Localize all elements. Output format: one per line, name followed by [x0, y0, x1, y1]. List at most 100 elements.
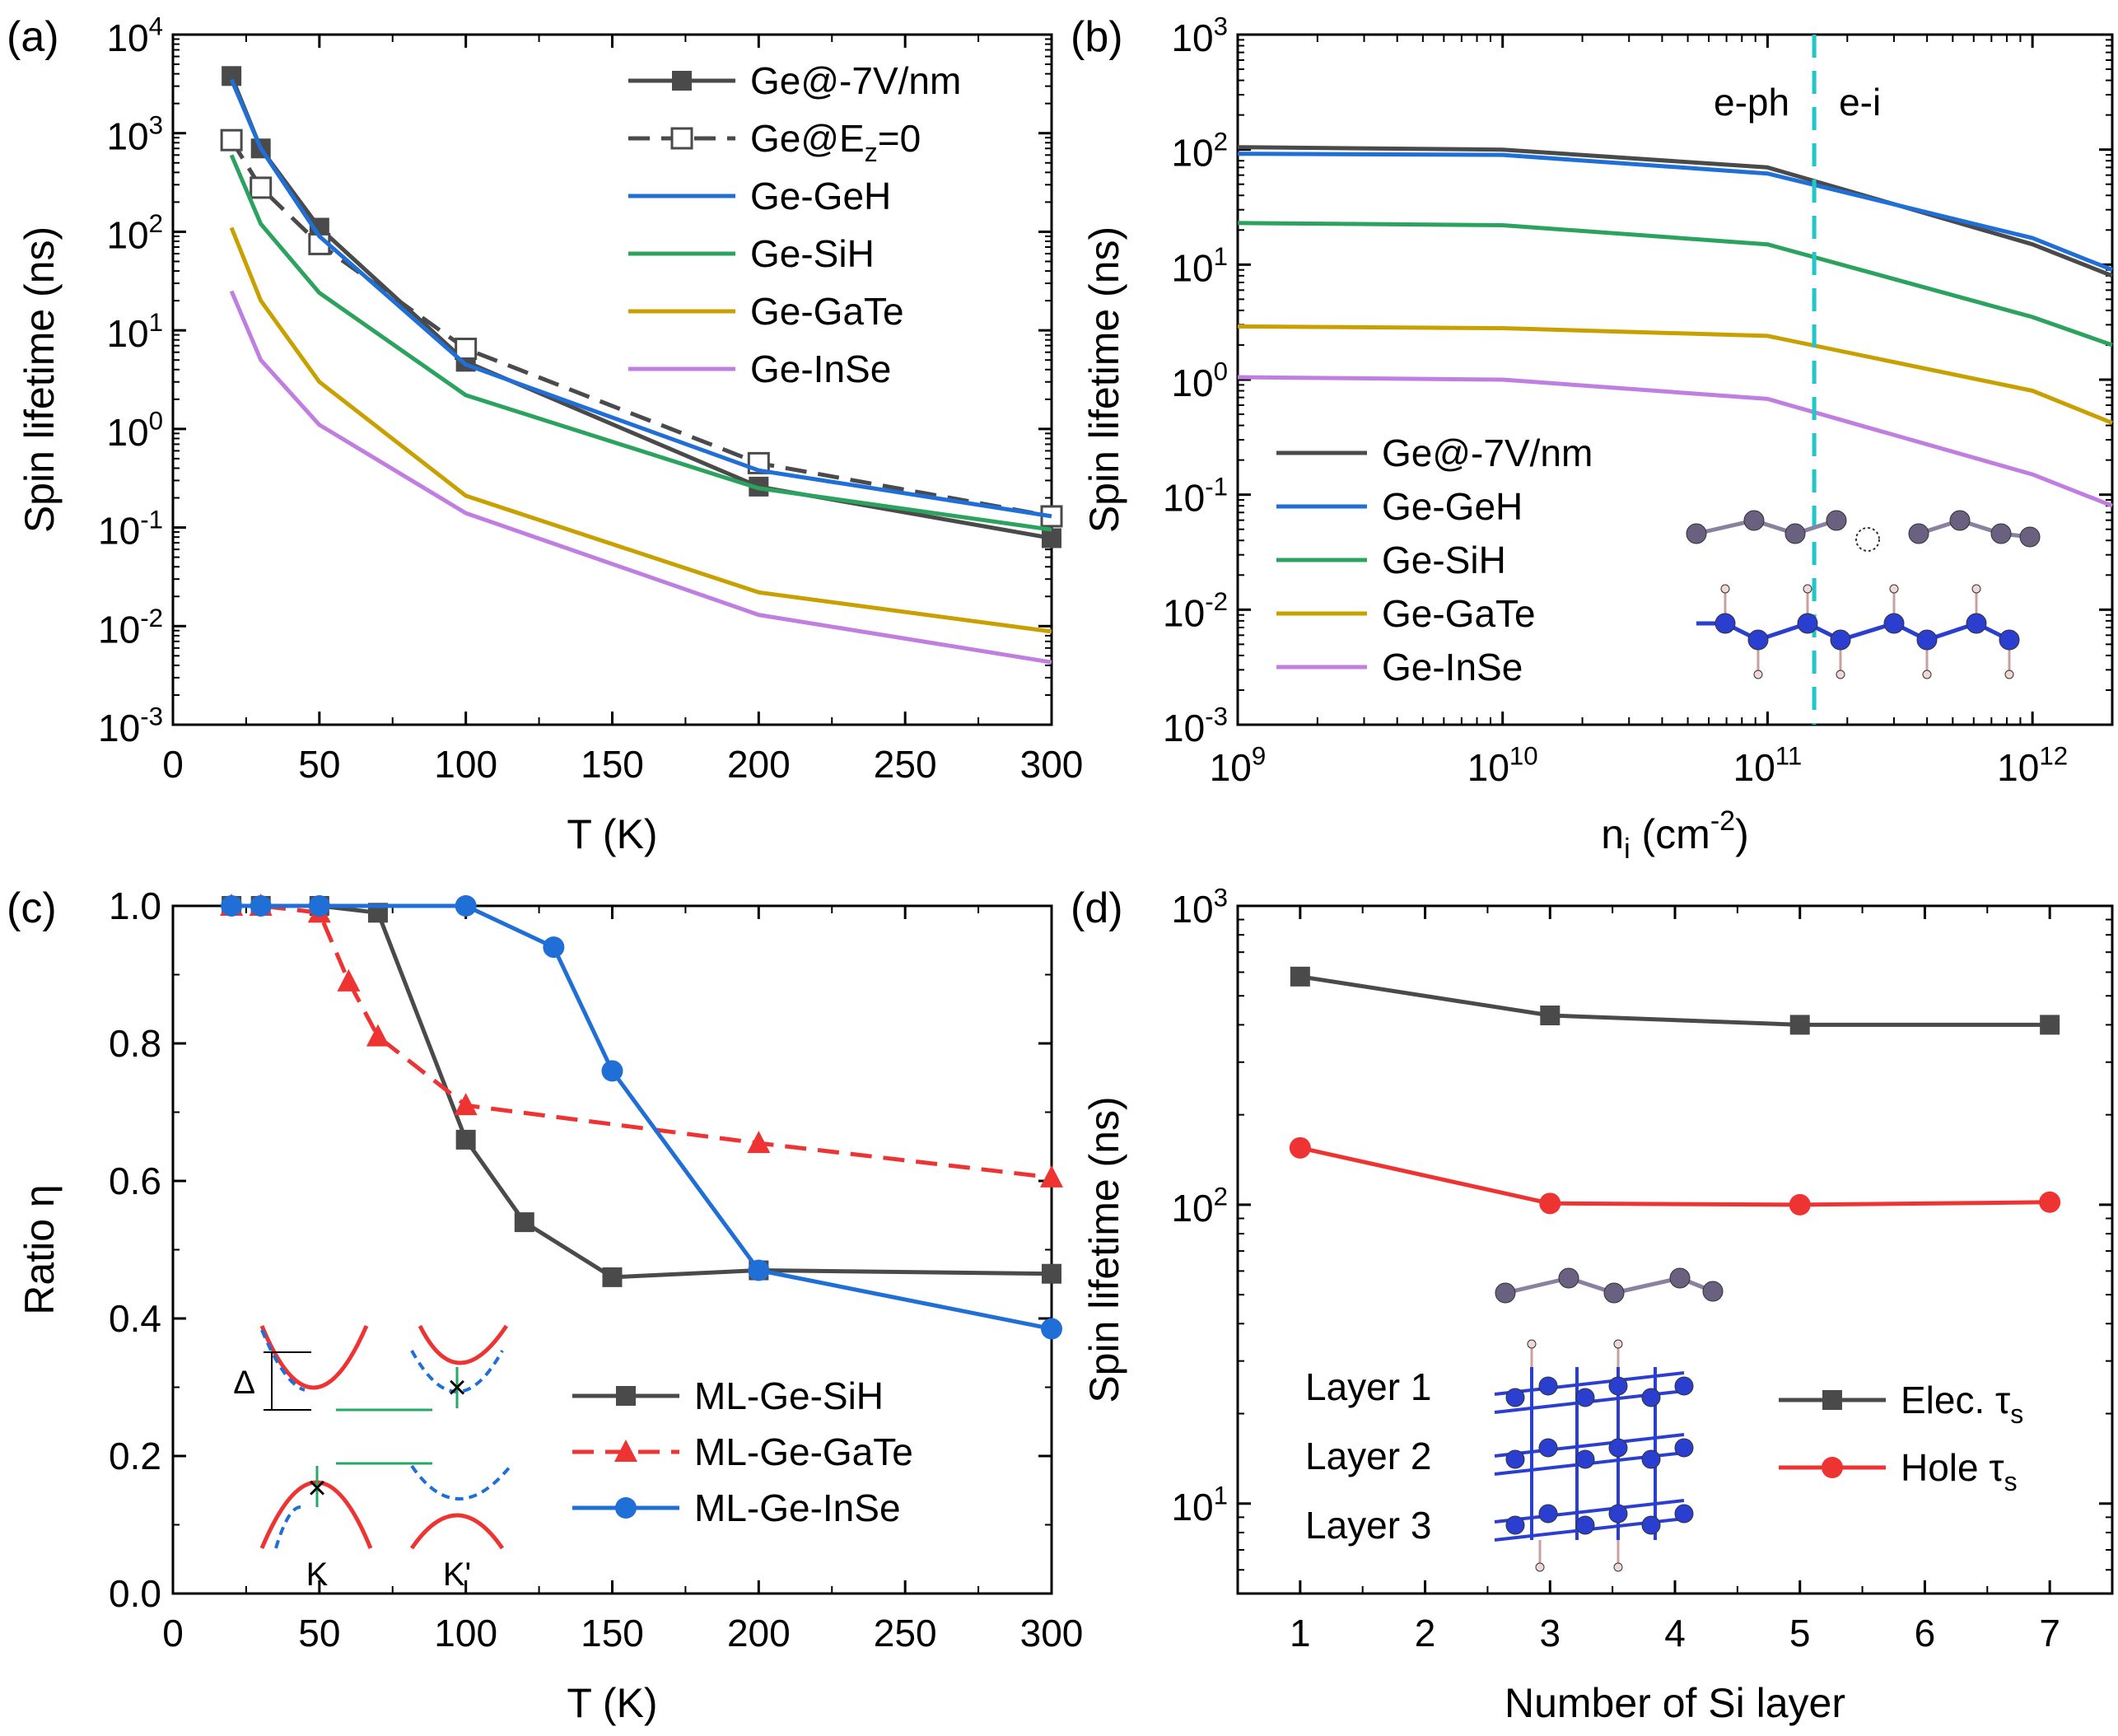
y-tick-label: 0.0	[109, 1572, 161, 1615]
text-part: 10	[1163, 591, 1205, 634]
text-part: z	[865, 138, 878, 167]
legend-label: Ge@-7V/nm	[750, 59, 961, 102]
data-point	[220, 128, 243, 152]
legend-label: ML-Ge-InSe	[694, 1486, 901, 1529]
atom	[1505, 1515, 1525, 1535]
x-tick-label: 100	[434, 743, 497, 786]
y-tick-label: 101	[106, 308, 163, 355]
y-tick-label: 101	[1171, 1481, 1228, 1528]
layer-label-1: Layer 1	[1305, 1365, 1431, 1408]
text-part: -1	[1205, 472, 1228, 501]
text-part: -2	[1205, 587, 1228, 616]
text-part: (cm	[1630, 811, 1710, 857]
atom	[1538, 1504, 1558, 1524]
y-tick-label: 10-1	[1163, 472, 1228, 519]
atom	[1613, 1562, 1623, 1572]
text-part: =0	[878, 117, 921, 160]
y-tick-label: 102	[1171, 127, 1228, 174]
data-point	[747, 1131, 771, 1154]
atom	[1669, 1267, 1691, 1289]
atom	[1674, 1376, 1694, 1396]
text-part: 3	[1214, 12, 1228, 41]
text-part: Elec.	[1901, 1379, 1995, 1421]
band-kp-valence	[409, 1513, 505, 1550]
text-part: 10	[1509, 742, 1538, 771]
y-tick-label: 103	[1171, 12, 1228, 59]
x-tick-label: 109	[1210, 742, 1267, 789]
x-tick-label: 1012	[1997, 742, 2068, 789]
band-k-conduction	[259, 1325, 369, 1390]
atom	[1990, 523, 2012, 544]
atom	[1826, 510, 1847, 531]
atom	[1575, 1515, 1595, 1535]
data-point	[748, 1259, 770, 1281]
atom	[1949, 510, 1971, 531]
y-tick-label: 102	[106, 209, 163, 256]
x-tick-label: 300	[1020, 743, 1084, 786]
band-kp-valence-2	[410, 1464, 512, 1500]
atom	[1714, 613, 1736, 634]
panel-b: 109 1010 1011 101210-310-210-1100101102103n…	[1071, 12, 2114, 865]
x-tick-label: 3	[1539, 1612, 1561, 1654]
annotation-e-i: e-i	[1839, 81, 1881, 124]
atom	[1495, 1282, 1516, 1304]
data-point	[601, 1060, 623, 1082]
y-tick-label: 10-2	[1163, 587, 1228, 634]
data-point	[455, 895, 477, 917]
text-part: -2	[140, 604, 163, 632]
y-tick-label: 101	[1171, 242, 1228, 289]
bond	[1613, 1276, 1681, 1295]
atom	[1883, 613, 1905, 634]
atom	[2004, 670, 2014, 679]
text-part: -1	[140, 505, 163, 534]
series-line-ge-gate	[1237, 324, 2113, 425]
atom	[1830, 629, 1851, 651]
data-point	[455, 338, 478, 361]
atom	[1784, 523, 1806, 544]
legend-label: Ge@-7V/nm	[1382, 432, 1593, 474]
atom	[1686, 523, 1707, 544]
legend-label: ML-Ge-SiH	[694, 1374, 884, 1417]
text-part: 2	[1214, 127, 1228, 156]
atom	[1966, 613, 1987, 634]
data-point	[2039, 1191, 2061, 1213]
x-axis-label: ni (cm-2)	[1601, 805, 1748, 865]
y-tick-label: 102	[1171, 1183, 1228, 1230]
x-tick-label: 0	[162, 1612, 184, 1654]
text-part: 10	[1171, 888, 1213, 931]
band-k-conduction-2	[260, 1329, 306, 1392]
text-part: -3	[140, 702, 163, 731]
text-part: 10	[1171, 1486, 1213, 1528]
panel-label: (a)	[7, 13, 59, 61]
data-point	[614, 1440, 637, 1462]
atom	[1641, 1449, 1661, 1469]
text-part: 10	[98, 510, 140, 553]
series-line-ge-geh	[229, 78, 1052, 519]
legend-label: Ge-GaTe	[1382, 592, 1536, 635]
legend-label: Elec. τs	[1901, 1379, 2023, 1429]
atom	[1908, 523, 1929, 544]
band-kp-conduction	[418, 1324, 509, 1365]
text-part: 2	[1214, 1183, 1228, 1211]
atom	[1603, 1282, 1625, 1304]
atom	[1538, 1376, 1558, 1396]
atom	[1608, 1438, 1628, 1458]
data-point	[1822, 1457, 1843, 1478]
data-point	[337, 968, 361, 992]
x-tick-label: 50	[298, 743, 340, 786]
text-part: 9	[1252, 742, 1266, 771]
data-point	[602, 1267, 623, 1287]
text-part: 2	[149, 209, 163, 238]
atom	[1720, 584, 1730, 594]
data-point	[1539, 1192, 1561, 1215]
data-point	[1789, 1015, 1810, 1035]
atom	[1641, 1515, 1661, 1535]
text-part: 4	[149, 12, 163, 41]
atom	[1674, 1504, 1694, 1524]
text-part: 10	[1163, 477, 1205, 520]
legend-label: ML-Ge-GaTe	[694, 1430, 913, 1473]
legend-label: Ge@Ez=0	[750, 117, 921, 167]
text-part: s	[2004, 1467, 2018, 1496]
data-point	[616, 1386, 636, 1406]
atom	[1608, 1504, 1628, 1524]
